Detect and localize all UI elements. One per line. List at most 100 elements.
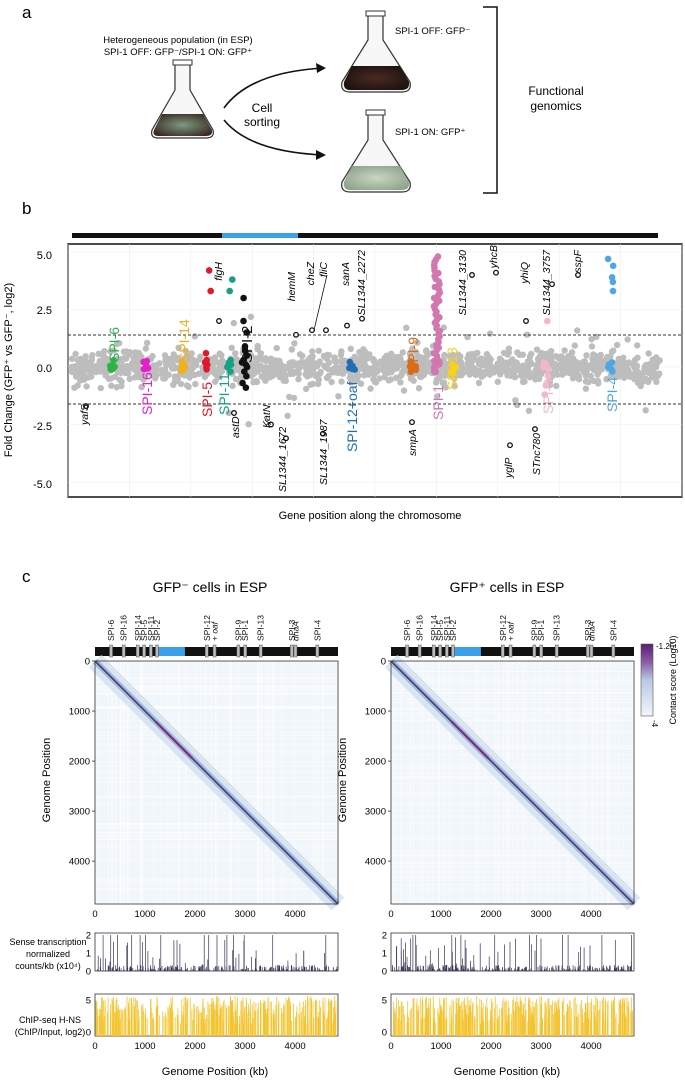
gene-point [382,359,390,366]
gene-point [637,374,645,381]
gene-point [172,377,180,385]
gene-point [96,358,104,365]
gene-point [314,380,322,388]
gene-point [348,379,355,386]
gene-point [583,352,590,359]
gene-point [473,370,480,377]
spi-tick [121,644,126,658]
gene-point [442,384,449,391]
gene-point [436,374,443,382]
gene-point [322,364,329,371]
ytick-0: 0.0 [37,363,52,375]
gene-point [645,350,652,357]
functional-line-2: genomics [530,99,581,113]
gene-point [107,375,115,382]
spi-tick [432,644,436,658]
gene-point [74,364,81,371]
spi-tick-label: SPI-13 [552,615,562,641]
spi-label-spi4: SPI-4 [604,377,620,412]
spi-tick-label: SPI-4 [608,619,618,641]
spi-gene-point [544,317,551,325]
gene-point [247,313,255,320]
gene-point [116,376,123,383]
gene-point [474,349,481,357]
chromosome-highlight [158,647,185,656]
spi-gene-point [205,267,213,274]
spi-tick [315,644,320,658]
spi-label-spi12-oaf: SPI-12+oaf [344,381,360,452]
gene-marker [532,426,538,433]
chip-tick-label: 5 [382,996,387,1007]
gene-point [597,357,604,364]
spi-gene-point [225,361,233,369]
gene-point [201,373,209,381]
gene-marker [323,327,329,334]
gene-point [423,347,430,354]
spi-gene-point [243,372,250,380]
colorbar [640,643,654,717]
spi-tick [438,644,442,658]
gene-point [631,356,639,364]
arrow-head-down-icon [316,150,326,160]
spi-gene-point [143,357,151,365]
map-diagonal-hot [154,720,193,759]
gene-label-sl1344-1987: SL1344_1987 [318,418,330,485]
gene-point [575,360,582,367]
gene-point [617,365,624,373]
gene-point [370,356,377,363]
gene-point [183,382,191,389]
gene-point [272,357,279,364]
sense-tick-label: 1 [86,949,91,960]
spi-gene-point [207,287,214,295]
map-xtick-label: 2000 [184,909,205,920]
gene-point [230,319,237,327]
gene-point [412,349,420,356]
gene-point [456,370,463,377]
gene-point [153,367,160,374]
gene-point [153,372,160,379]
gene-point [574,327,581,334]
sense-label-2: normalized [26,949,70,959]
map-xtick-label: 2000 [480,909,501,920]
spi-tick-label: dnaA [290,621,300,641]
spi-tick-label: SPI-11 [146,615,156,641]
spi-tick-label: SPI-6 [402,619,412,641]
gene-point [138,383,145,391]
gene-point [587,372,594,380]
spi-gene-point [203,356,210,364]
gene-point [574,372,581,380]
spi-gene-point [226,287,233,295]
gene-point [620,354,627,361]
spi-tick [451,644,455,658]
spi-label-spi13: SPI-13 [444,347,460,390]
sorting-line-2: sorting [244,115,280,129]
spi-gene-point [243,329,251,336]
gene-point [561,347,568,354]
gene-point [127,349,134,356]
gene-point [219,357,226,364]
map-xtick-label: 1000 [134,909,155,920]
chip-label-2: (ChIP/Input, log2) [15,1027,86,1037]
gene-point [118,382,125,390]
map-diagonal [94,660,339,905]
contact-map-frame [390,660,635,905]
gene-point [403,324,410,331]
left-ylabel: Genome Position [41,738,53,822]
gene-point [470,355,477,363]
y-axis-label: Fold Change (GFP⁺ vs GFP⁻, log2) [3,283,15,457]
gene-point [367,385,374,392]
gene-point [69,368,76,375]
gene-point [581,363,588,370]
chip-xtick-label: 3000 [235,1041,256,1052]
spi-label-spi14: SPI-14 [176,319,192,362]
gene-point [252,367,260,374]
gene-point [168,363,176,370]
gene-point [559,356,567,364]
map-diagonal-hot [450,720,489,759]
gene-label-flgh: flgH [213,262,225,281]
gene-point [589,355,596,362]
chip-xtick-label: 3000 [531,1041,552,1052]
gene-point [491,364,499,371]
gene-point [142,345,149,352]
spi-tick [243,644,247,658]
